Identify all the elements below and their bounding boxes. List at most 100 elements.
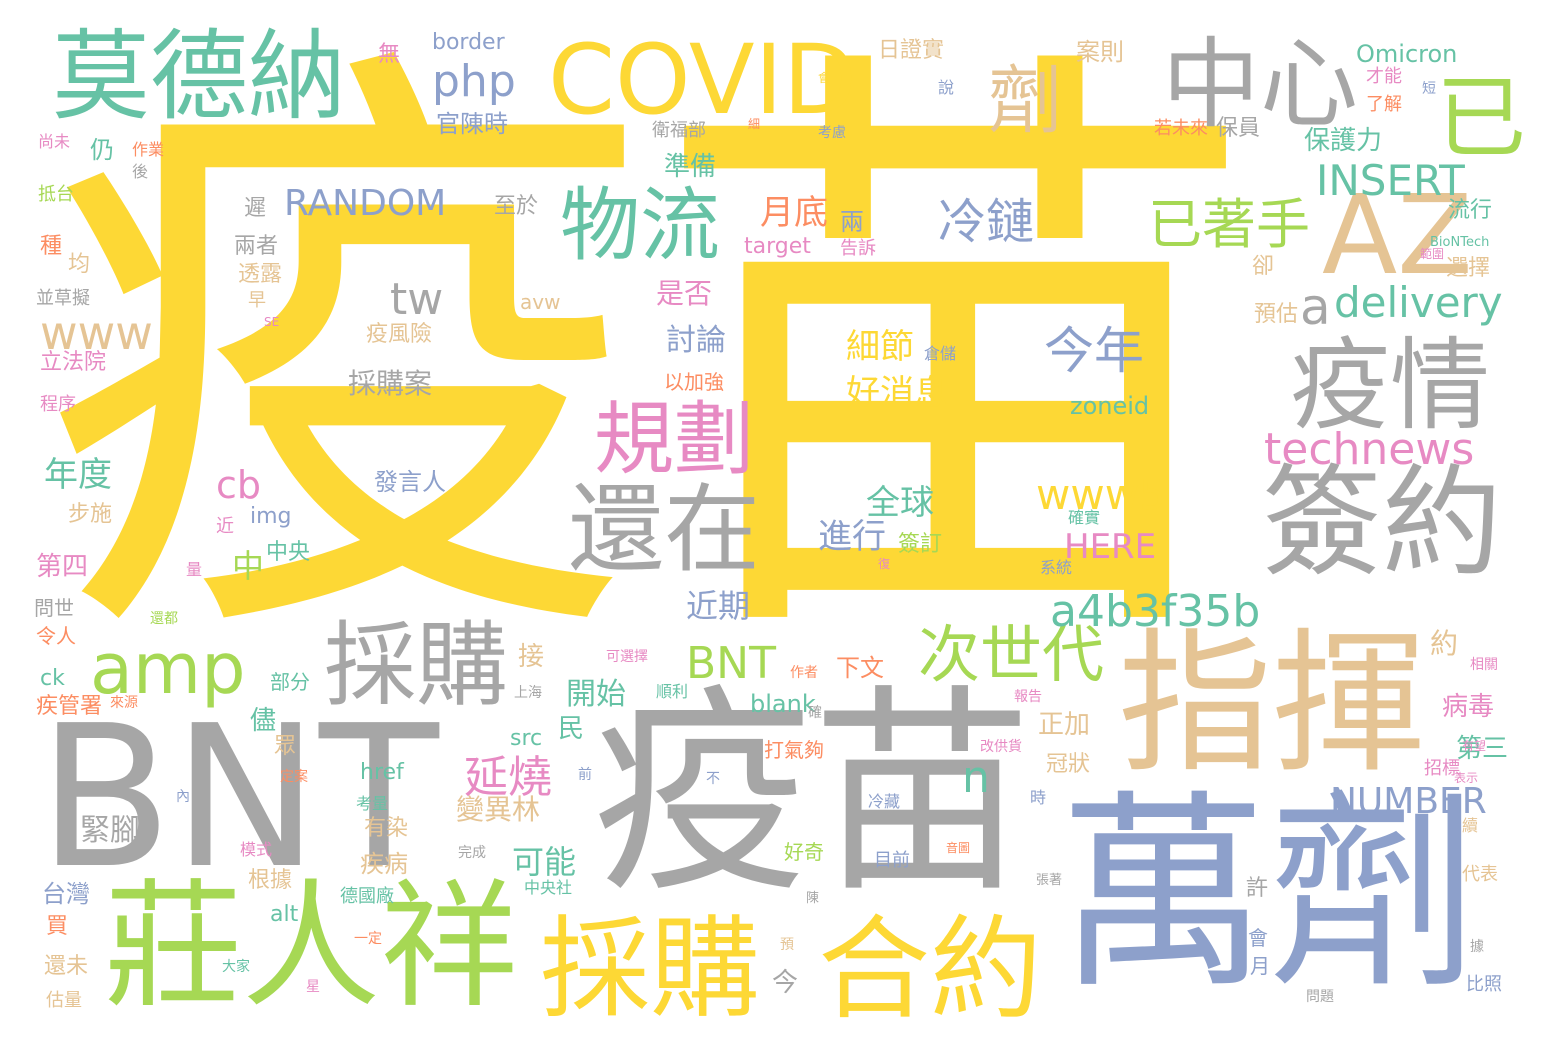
word-not-yet-2: 尚未: [38, 132, 71, 151]
word-strengthen: 以加強: [664, 370, 724, 394]
word-delivery: delivery: [1334, 278, 1503, 327]
word-signed: 簽訂: [898, 532, 943, 557]
word-data: 據: [1470, 939, 1484, 955]
word-recover: 復: [878, 557, 891, 571]
word-tight: 緊腳: [80, 813, 140, 848]
word-warehouse: 倉儲: [924, 344, 957, 363]
word-disease: 疾病: [360, 850, 408, 878]
word-source: 來源: [110, 695, 138, 711]
word-but: 卻: [1252, 254, 1275, 279]
word-complete: 完成: [458, 845, 486, 861]
word-procurement-case: 採購案: [348, 367, 433, 400]
word-time: 時: [1030, 788, 1047, 807]
word-epidemic-flow: 流行: [1448, 198, 1493, 223]
word-border: border: [432, 30, 505, 55]
word-mode: 模式: [240, 840, 273, 859]
word-procedure: 程序: [40, 394, 76, 415]
word-spread: 延燒: [464, 752, 552, 803]
word-author: 作者: [790, 665, 818, 681]
word-finalized: 定案: [280, 769, 308, 785]
word-epidemic: 疫情: [1290, 327, 1490, 444]
word-zhuang-ren-xiang: 莊人祥: [104, 866, 519, 1027]
word-indeed: 確實: [1068, 508, 1101, 527]
word-month: 月: [1250, 954, 1270, 978]
word-meeting: 會: [818, 71, 831, 85]
word-already: 已: [1436, 66, 1526, 171]
word-amount: 量: [186, 560, 203, 579]
word-following: 下文: [836, 654, 884, 682]
word-reveal: 透露: [238, 262, 283, 287]
word-case-rule: 案則: [1076, 38, 1124, 66]
word-consider: 考量: [356, 794, 389, 813]
word-short: 短: [1422, 81, 1436, 97]
word-se: SE: [264, 315, 280, 329]
word-ten-thousand-doses: 萬劑: [1058, 772, 1479, 1017]
word-alt: alt: [270, 902, 299, 927]
word-fourth: 第四: [36, 552, 89, 582]
word-start: 開始: [566, 677, 626, 712]
word-this-year: 今年: [1044, 322, 1144, 380]
word-php: php: [432, 56, 516, 107]
word-random: RANDOM: [284, 183, 447, 224]
word-cold-chain: 冷鏈: [938, 194, 1035, 250]
word-center: 中心: [1162, 28, 1359, 142]
word-late: 遲: [244, 196, 267, 221]
word-cdc: 疾管署: [36, 694, 103, 719]
word-about: 約: [1430, 627, 1459, 660]
word-early: 早: [248, 290, 266, 311]
word-variant: 變異林: [456, 793, 541, 826]
word-good-news: 好消息: [846, 373, 948, 413]
word-third: 第三: [1456, 734, 1509, 764]
word-none: 無: [378, 42, 401, 67]
word-adding: 正加: [1038, 710, 1091, 740]
word-buy: 買: [46, 914, 69, 939]
word-arrive: 抵台: [38, 184, 74, 205]
word-a: a: [1300, 278, 1331, 336]
word-proceed: 進行: [818, 517, 886, 557]
word-infected: 有染: [364, 816, 409, 841]
word-report: 報告: [1014, 689, 1042, 705]
word-only-then: 才能: [1366, 66, 1402, 87]
word-draft: 並草擬: [36, 288, 90, 309]
word-technews: technews: [1264, 424, 1475, 475]
word-tw: tw: [390, 274, 444, 325]
word-not: 不: [706, 771, 720, 787]
word-zhang: 張著: [1036, 873, 1063, 888]
word-tender: 招標: [1424, 758, 1460, 779]
word-insert: INSERT: [1316, 156, 1465, 205]
word-src: src: [510, 726, 543, 751]
word-dose: 劑: [988, 58, 1062, 144]
word-perhaps: 許: [1246, 876, 1269, 901]
word-discussion: 討論: [666, 323, 726, 358]
word-optional: 可選擇: [606, 649, 648, 665]
word-n: n: [962, 752, 990, 803]
word-cheer: 打氣夠: [764, 738, 824, 762]
word-understand: 了解: [1366, 94, 1402, 115]
word-related: 相關: [1470, 657, 1498, 673]
word-system: 系統: [1040, 558, 1073, 577]
word-released: 問世: [34, 596, 74, 620]
word-still: 還在: [568, 474, 760, 586]
word-people: 民: [558, 714, 585, 744]
word-blank: blank: [750, 690, 816, 718]
word-scope: 範圍: [1420, 247, 1445, 261]
word-steps: 步施: [68, 502, 113, 527]
word-legislature: 立法院: [40, 350, 107, 375]
word-currently: 目前: [874, 850, 910, 871]
word-bnt: BNT: [38, 684, 439, 912]
word-covid: COVID: [548, 24, 857, 136]
word-not-yet: 還未: [44, 954, 89, 979]
word-striking: 令人: [36, 624, 76, 648]
word-amp: amp: [90, 628, 246, 710]
word-insurance: 保員: [1216, 116, 1261, 141]
word-choose: 選擇: [1446, 256, 1491, 281]
word-crowd: 眾: [274, 734, 297, 759]
word-as-for: 至於: [494, 194, 539, 219]
word-procurement-grey: 採購: [324, 612, 509, 719]
word-started: 已著手: [1148, 193, 1310, 256]
word-both: 兩者: [234, 234, 279, 259]
word-spokesperson: 發言人: [374, 468, 446, 496]
word-virus: 病毒: [1442, 692, 1495, 722]
word-cna: 中央社: [524, 878, 573, 897]
word-href: href: [360, 760, 404, 785]
